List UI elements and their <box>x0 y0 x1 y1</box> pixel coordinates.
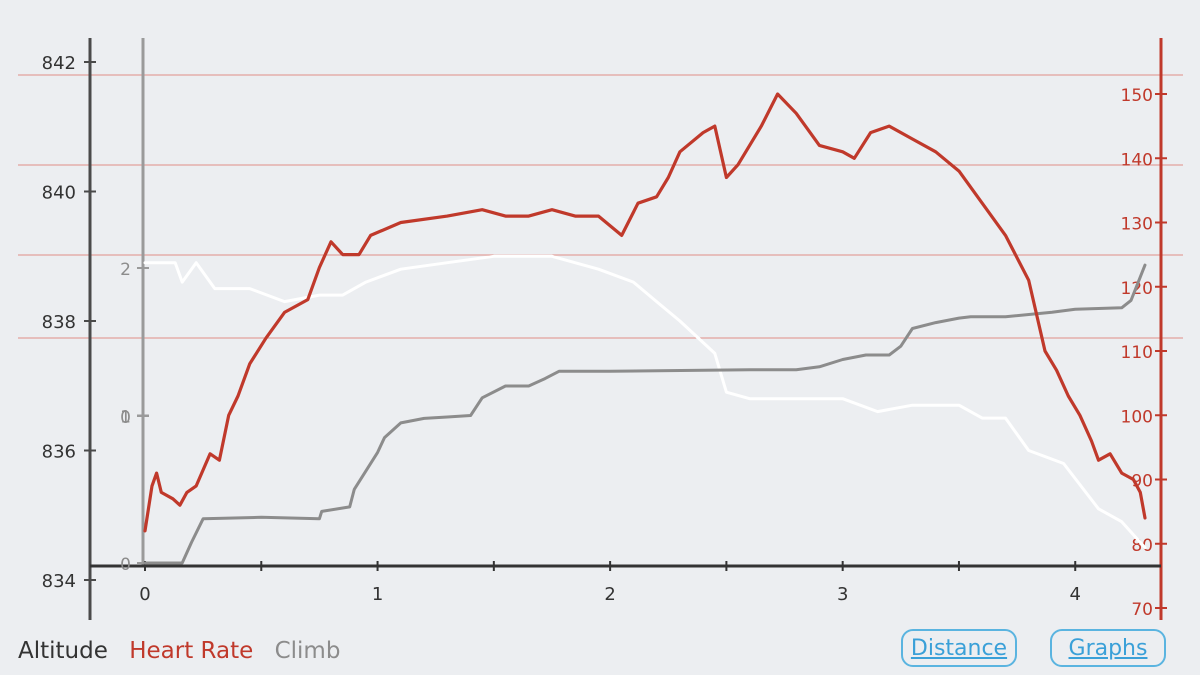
graphs-button[interactable]: Graphs <box>1050 629 1166 667</box>
x-tick-label-1: 1 <box>372 584 383 605</box>
series-heart-rate <box>143 92 1147 533</box>
climb-tick-label-2: 1 <box>120 408 131 428</box>
altitude-tick-label-838: 838 <box>42 312 76 333</box>
hr-tick-label-150: 150 <box>1121 86 1153 106</box>
x-tick-label-2: 2 <box>604 584 615 605</box>
gridlines <box>18 74 1183 339</box>
altitude-tick-label-834: 834 <box>42 571 76 592</box>
legend: Altitude Heart Rate Climb <box>18 638 354 664</box>
altitude-tick-label-842: 842 <box>42 53 76 74</box>
climb-tick-label-1: 0 <box>120 408 131 428</box>
legend-climb: Climb <box>274 638 341 664</box>
distance-button[interactable]: Distance <box>901 629 1017 667</box>
series-lines <box>143 92 1147 565</box>
tick-labels: 0 1 2 3 483483683884084200127080901001101201… <box>42 53 1153 620</box>
hr-tick-label-110: 110 <box>1121 343 1153 363</box>
hr-tick-label-140: 140 <box>1121 150 1153 170</box>
altitude-tick-label-836: 836 <box>42 442 76 463</box>
legend-altitude: Altitude <box>18 638 108 664</box>
series-altitude <box>143 254 1147 550</box>
altitude-tick-label-840: 840 <box>42 183 76 204</box>
x-tick-label-4: 4 <box>1070 584 1081 605</box>
climb-tick-label-3: 2 <box>120 260 131 280</box>
x-tick-label-0: 0 <box>139 584 150 605</box>
hr-tick-label-70: 70 <box>1131 600 1153 620</box>
x-tick-label-3: 3 <box>837 584 848 605</box>
climb-tick-label-0: 0 <box>120 555 131 575</box>
legend-heart-rate: Heart Rate <box>129 638 254 664</box>
series-climb <box>143 263 1147 565</box>
axes <box>84 38 1167 620</box>
hr-tick-label-100: 100 <box>1121 407 1153 427</box>
hr-tick-label-130: 130 <box>1121 215 1153 235</box>
